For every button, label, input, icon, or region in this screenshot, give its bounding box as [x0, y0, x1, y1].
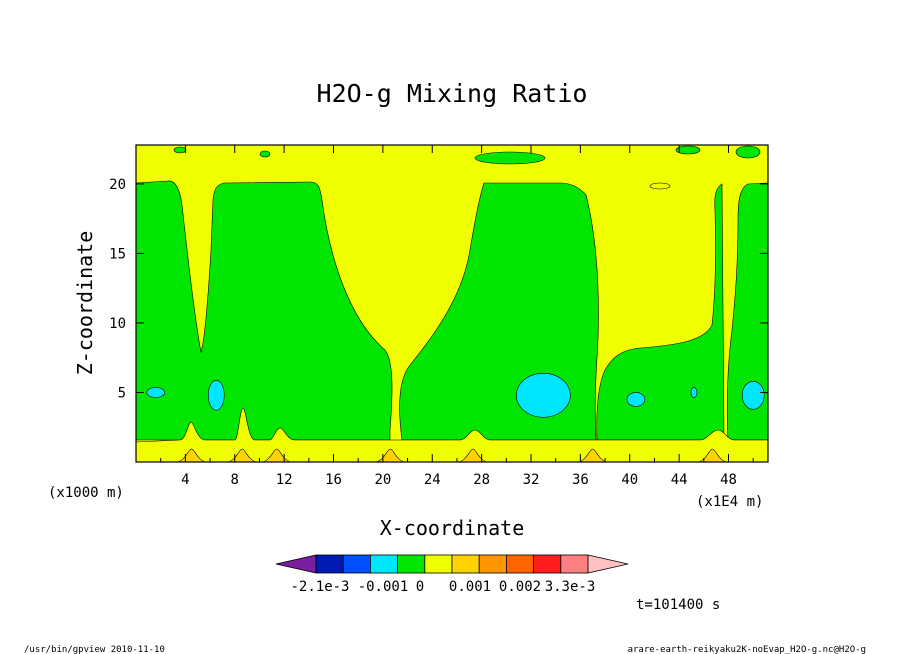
x-tick-label: 20	[374, 472, 391, 488]
y-tick-label: 20	[109, 177, 126, 193]
green-spot	[259, 150, 271, 158]
colorbar-tick-label: 0	[416, 579, 424, 595]
plot-area	[136, 145, 768, 462]
colorbar-segment	[478, 554, 507, 574]
cyan-cell	[207, 379, 225, 411]
x-tick-label: 48	[720, 472, 737, 488]
colorbar-tick-label: -2.1e-3	[290, 579, 349, 595]
x-tick-label: 24	[424, 472, 441, 488]
colorbar-segment	[451, 554, 480, 574]
colorbar-segment	[315, 554, 344, 574]
cyan-cell	[741, 380, 765, 410]
cyan-cell	[626, 392, 646, 407]
colorbar-tick-label: -0.001	[358, 579, 409, 595]
cyan-cell	[146, 387, 166, 398]
x-units-label: (x1E4 m)	[696, 494, 763, 510]
orange-spike	[458, 448, 488, 462]
colorbar-segment	[424, 554, 453, 574]
green-column-1	[136, 180, 393, 441]
x-tick-label: 44	[671, 472, 688, 488]
green-spot	[173, 146, 187, 154]
x-tick-label: 40	[621, 472, 638, 488]
colorbar-segment	[505, 554, 534, 574]
y-axis-label: Z-coordinate	[73, 231, 97, 376]
footer-left: /usr/bin/gpview 2010-11-10	[24, 645, 165, 654]
green-spot	[735, 145, 761, 159]
x-tick-label: 8	[231, 472, 239, 488]
chart-title: H2O-g Mixing Ratio	[317, 79, 588, 108]
x-tick-label: 32	[523, 472, 540, 488]
y-tick-label: 15	[109, 246, 126, 262]
x-tick-label: 16	[325, 472, 342, 488]
green-column-3	[596, 183, 725, 441]
cyan-cell	[516, 372, 571, 418]
cyan-cells-layer	[146, 372, 765, 418]
colorbar-segment	[533, 554, 562, 574]
yellow-spot	[649, 182, 671, 190]
colorbar-tick-label: 3.3e-3	[545, 579, 596, 595]
time-label: t=101400 s	[636, 597, 720, 613]
orange-spike	[578, 448, 607, 462]
green-column-4	[726, 182, 768, 441]
orange-spike	[177, 448, 206, 462]
orange-spike	[698, 448, 727, 462]
x-tick-label: 36	[572, 472, 589, 488]
x-tick-label: 28	[473, 472, 490, 488]
colorbar-tick-label: 0.001	[449, 579, 491, 595]
x-axis: 4 8 12 16 20 24 28 32 36 40 44 48	[160, 145, 754, 488]
cyan-cell	[690, 387, 698, 398]
colorbar-tick-label: 0.002	[499, 579, 541, 595]
footer-right: arare-earth-reikyaku2K-noEvap_H2O-g.nc@H…	[628, 645, 866, 654]
y-units-label: (x1000 m)	[48, 485, 124, 501]
colorbar-segment	[369, 554, 398, 574]
colorbar: -2.1e-3 -0.001 0 0.001 0.002 3.3e-3	[275, 554, 629, 595]
colorbar-extend-low	[275, 554, 317, 574]
x-tick-label: 4	[181, 472, 189, 488]
plot-frame	[135, 144, 769, 463]
green-spot	[474, 151, 546, 165]
x-tick-label: 12	[276, 472, 293, 488]
x-axis-label: X-coordinate	[380, 516, 525, 540]
colorbar-segment	[560, 554, 589, 574]
colorbar-segment	[342, 554, 371, 574]
y-tick-label: 5	[118, 385, 126, 401]
bottom-yellow-band	[136, 407, 768, 462]
colorbar-extend-high	[587, 554, 629, 574]
y-tick-label: 10	[109, 316, 126, 332]
green-spot	[675, 145, 701, 155]
y-axis: 5 10 15 20	[109, 177, 768, 401]
colorbar-segment	[397, 554, 426, 574]
